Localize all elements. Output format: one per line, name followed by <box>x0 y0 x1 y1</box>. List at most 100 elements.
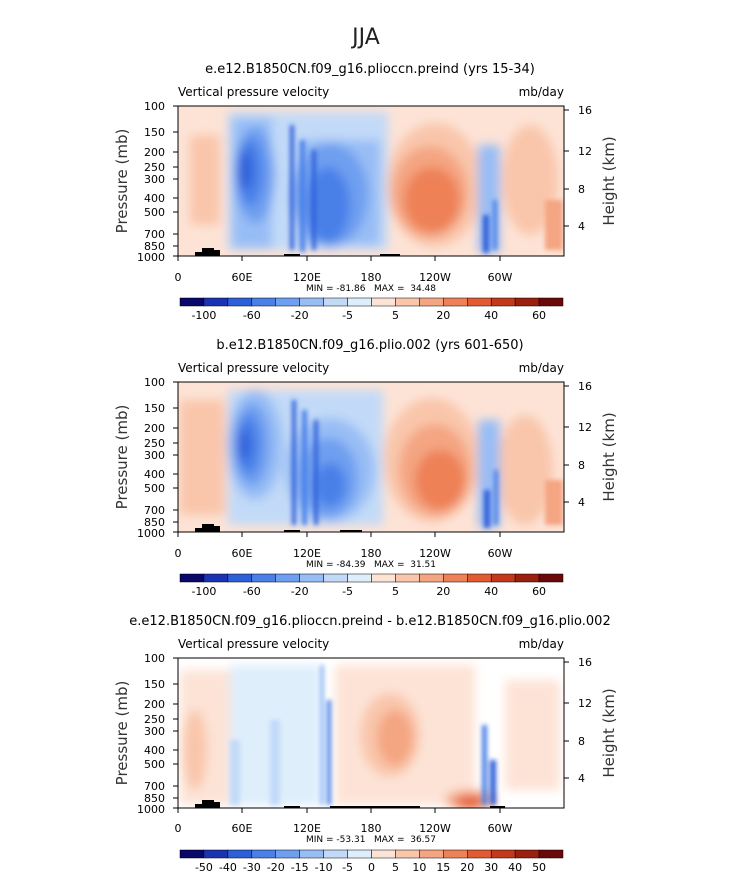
height-tick-label: 12 <box>578 145 592 158</box>
contour-negative-strip <box>292 400 296 525</box>
pressure-tick-label: 400 <box>144 468 165 481</box>
contour-negative-strip <box>230 740 240 805</box>
pressure-tick-label: 100 <box>144 376 165 389</box>
contour-field <box>178 658 564 808</box>
colorbar-tick-label: 0 <box>368 861 375 874</box>
colorbar-swatch <box>395 573 420 583</box>
min-max-label: MIN = -84.39 MAX = 31.51 <box>306 560 436 570</box>
longitude-tick-label: 60W <box>488 547 513 560</box>
pressure-tick-label: 300 <box>144 725 165 738</box>
colorbar: -50 -40 -30 -20 -15 -10 -5 0 5 10 15 20 30 40 50 <box>179 849 564 874</box>
contour-negative-strip <box>270 720 280 805</box>
pressure-tick-label: 400 <box>144 744 165 757</box>
longitude-axis: 0 60E 120E 180 120W 60W <box>175 532 513 560</box>
variable-label: Vertical pressure velocity <box>178 85 329 99</box>
pressure-tick-label: 1000 <box>137 527 165 540</box>
pressure-tick-label: 250 <box>144 437 165 450</box>
colorbar-tick-label: -5 <box>342 861 353 874</box>
pressure-axis-label: Pressure (mb) <box>113 681 131 786</box>
colorbar-swatch <box>514 297 540 307</box>
contour-positive-region <box>497 415 553 525</box>
panel-1: e.e12.B1850CN.f09_g16.plioccn.preind (yr… <box>113 62 618 322</box>
panel-2: b.e12.B1850CN.f09_g16.plio.002 (yrs 601-… <box>113 338 618 598</box>
height-tick-label: 4 <box>578 772 585 785</box>
colorbar-tick-label: 20 <box>436 309 450 322</box>
panel-title: e.e12.B1850CN.f09_g16.plioccn.preind (yr… <box>205 62 535 77</box>
colorbar-swatch <box>443 573 468 583</box>
longitude-axis: 0 60E 120E 180 120W 60W <box>175 256 513 284</box>
colorbar-swatch <box>251 849 276 859</box>
min-max-label: MIN = -81.86 MAX = 34.48 <box>306 284 436 294</box>
pressure-tick-label: 500 <box>144 758 165 771</box>
pressure-tick-label: 1000 <box>137 251 165 264</box>
longitude-tick-label: 120E <box>293 547 321 560</box>
colorbar-tick-label: -5 <box>342 585 353 598</box>
colorbar-tick-label: 30 <box>484 861 498 874</box>
colorbar-swatch <box>203 849 229 859</box>
contour-field <box>178 382 564 532</box>
colorbar-swatch <box>371 297 396 307</box>
panel-3: e.e12.B1850CN.f09_g16.plioccn.preind - b… <box>113 614 618 874</box>
contour-negative-strip <box>490 760 496 805</box>
pressure-tick-label: 500 <box>144 206 165 219</box>
height-axis: 16 12 8 4 <box>564 104 592 233</box>
height-tick-label: 8 <box>578 183 585 196</box>
longitude-tick-label: 60W <box>488 822 513 835</box>
pressure-axis-label: Pressure (mb) <box>113 405 131 510</box>
colorbar-swatch <box>371 573 396 583</box>
colorbar-tick-label: 10 <box>412 861 426 874</box>
colorbar-swatch <box>467 849 492 859</box>
colorbar-tick-label: -20 <box>267 861 285 874</box>
panel-title: e.e12.B1850CN.f09_g16.plioccn.preind - b… <box>129 614 610 629</box>
contour-negative-strip <box>290 125 294 250</box>
colorbar-tick-label: 50 <box>532 861 546 874</box>
colorbar-swatch <box>467 297 492 307</box>
pressure-tick-label: 400 <box>144 192 165 205</box>
height-axis-label: Height (km) <box>600 688 618 777</box>
pressure-tick-label: 200 <box>144 698 165 711</box>
season-title: JJA <box>350 25 380 50</box>
colorbar: -100 -60 -20 -5 5 20 40 60 <box>179 573 564 598</box>
colorbar-swatch <box>467 573 492 583</box>
colorbar-swatch <box>443 297 468 307</box>
colorbar-tick-label: -10 <box>315 861 333 874</box>
colorbar-swatch <box>251 297 276 307</box>
pressure-tick-label: 700 <box>144 228 165 241</box>
topography <box>195 524 220 532</box>
longitude-tick-label: 120E <box>293 271 321 284</box>
longitude-tick-label: 180 <box>361 271 382 284</box>
contour-negative-strip <box>482 725 487 805</box>
pressure-tick-label: 100 <box>144 100 165 113</box>
colorbar-tick-label: -100 <box>191 309 216 322</box>
colorbar-tick-label: -100 <box>191 585 216 598</box>
longitude-tick-label: 120W <box>419 547 451 560</box>
longitude-tick-label: 60E <box>232 822 253 835</box>
colorbar-swatch <box>371 849 396 859</box>
colorbar-swatch <box>419 849 444 859</box>
longitude-tick-label: 120W <box>419 271 451 284</box>
longitude-tick-label: 60W <box>488 271 513 284</box>
longitude-axis: 0 60E 120E 180 120W 60W <box>175 808 513 835</box>
pressure-tick-label: 850 <box>144 792 165 805</box>
colorbar-swatch <box>179 297 205 307</box>
colorbar-swatch <box>347 297 372 307</box>
colorbar-swatch <box>347 573 372 583</box>
colorbar-swatch <box>395 849 420 859</box>
contour-negative-region <box>238 150 252 190</box>
longitude-tick-label: 180 <box>361 822 382 835</box>
topography <box>195 800 220 808</box>
colorbar-swatch <box>203 573 229 583</box>
pressure-tick-label: 1000 <box>137 803 165 816</box>
colorbar-swatch <box>443 849 468 859</box>
topography <box>195 248 220 256</box>
units-label: mb/day <box>519 637 564 651</box>
colorbar-tick-label: 40 <box>484 585 498 598</box>
colorbar-swatch <box>275 573 300 583</box>
height-axis: 16 12 8 4 <box>564 656 592 785</box>
colorbar-swatch <box>227 573 253 583</box>
colorbar-tick-label: 15 <box>436 861 450 874</box>
colorbar-tick-label: 60 <box>532 585 546 598</box>
contour-negative-strip <box>312 150 316 250</box>
pressure-axis: 100 150 200 250 300 400 500 700 850 1000 <box>137 100 178 264</box>
height-tick-label: 4 <box>578 220 585 233</box>
